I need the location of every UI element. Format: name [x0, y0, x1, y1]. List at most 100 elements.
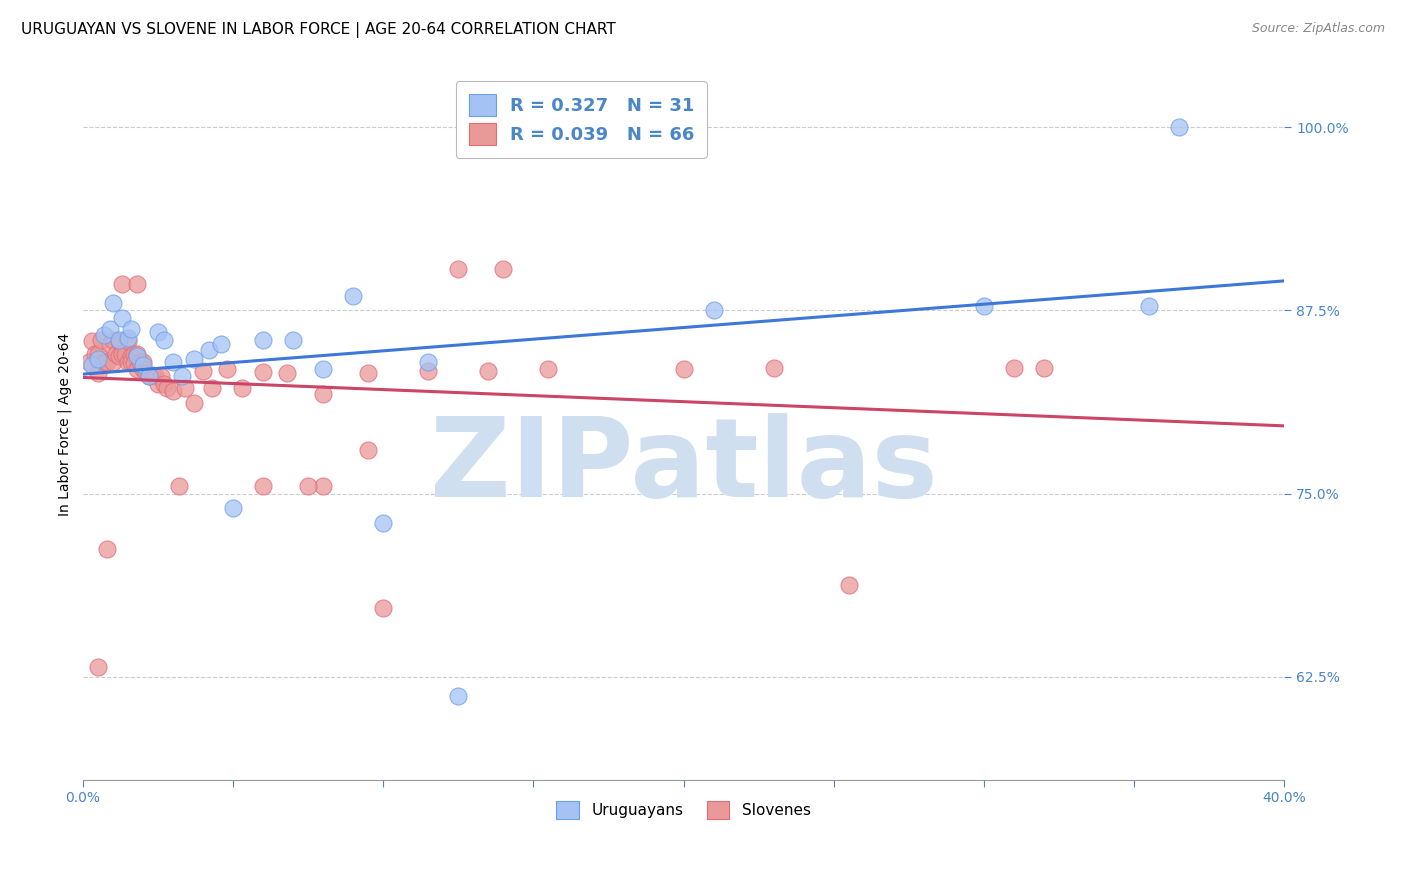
- Point: [108, 334, 131, 349]
- Point: [111, 277, 134, 291]
- Point: [762, 360, 785, 375]
- Point: [87, 351, 110, 366]
- Point: [373, 516, 395, 530]
- Point: [276, 367, 298, 381]
- Point: [120, 355, 142, 369]
- Point: [108, 349, 131, 363]
- Point: [96, 355, 118, 369]
- Point: [215, 362, 238, 376]
- Point: [149, 369, 172, 384]
- Point: [138, 369, 160, 384]
- Text: ZIPatlas: ZIPatlas: [430, 413, 938, 520]
- Point: [252, 479, 274, 493]
- Point: [174, 381, 197, 395]
- Point: [117, 355, 139, 369]
- Point: [122, 347, 145, 361]
- Point: [93, 355, 115, 369]
- Point: [132, 355, 155, 369]
- Point: [973, 299, 995, 313]
- Point: [312, 387, 335, 401]
- Point: [357, 442, 380, 457]
- Legend: Uruguayans, Slovenes: Uruguayans, Slovenes: [550, 795, 817, 825]
- Point: [167, 479, 190, 493]
- Point: [125, 277, 148, 291]
- Point: [1033, 360, 1056, 375]
- Point: [183, 351, 205, 366]
- Point: [138, 369, 160, 384]
- Point: [111, 310, 134, 325]
- Point: [209, 337, 232, 351]
- Point: [170, 369, 193, 384]
- Point: [418, 355, 440, 369]
- Point: [231, 381, 253, 395]
- Point: [1137, 299, 1160, 313]
- Point: [122, 356, 145, 370]
- Point: [108, 333, 131, 347]
- Point: [101, 333, 124, 347]
- Point: [117, 331, 139, 345]
- Point: [198, 343, 221, 357]
- Point: [146, 376, 169, 391]
- Point: [111, 347, 134, 361]
- Point: [80, 358, 103, 372]
- Point: [418, 363, 440, 377]
- Point: [120, 349, 142, 363]
- Text: Source: ZipAtlas.com: Source: ZipAtlas.com: [1251, 22, 1385, 36]
- Point: [132, 358, 155, 372]
- Point: [125, 347, 148, 361]
- Point: [117, 334, 139, 349]
- Point: [222, 501, 245, 516]
- Point: [125, 362, 148, 376]
- Point: [537, 362, 560, 376]
- Point: [838, 577, 860, 591]
- Point: [87, 347, 110, 361]
- Point: [162, 355, 184, 369]
- Point: [93, 328, 115, 343]
- Point: [162, 384, 184, 398]
- Point: [135, 367, 157, 381]
- Point: [191, 363, 214, 377]
- Point: [703, 303, 725, 318]
- Point: [104, 347, 127, 361]
- Point: [183, 396, 205, 410]
- Point: [281, 333, 304, 347]
- Text: URUGUAYAN VS SLOVENE IN LABOR FORCE | AGE 20-64 CORRELATION CHART: URUGUAYAN VS SLOVENE IN LABOR FORCE | AG…: [21, 22, 616, 38]
- Point: [672, 362, 695, 376]
- Point: [1002, 360, 1025, 375]
- Point: [312, 362, 335, 376]
- Point: [153, 333, 176, 347]
- Point: [312, 479, 335, 493]
- Point: [83, 347, 105, 361]
- Point: [447, 689, 470, 703]
- Point: [120, 322, 142, 336]
- Point: [125, 349, 148, 363]
- Point: [87, 659, 110, 673]
- Point: [87, 367, 110, 381]
- Point: [146, 326, 169, 340]
- Point: [252, 365, 274, 379]
- Point: [90, 333, 112, 347]
- Point: [1168, 120, 1191, 135]
- Point: [477, 363, 499, 377]
- Point: [373, 601, 395, 615]
- Point: [98, 322, 121, 336]
- Point: [98, 337, 121, 351]
- Point: [114, 347, 136, 361]
- Point: [77, 355, 100, 369]
- Point: [153, 376, 176, 391]
- Point: [143, 369, 166, 384]
- Point: [128, 355, 150, 369]
- Point: [132, 362, 155, 376]
- Point: [156, 381, 179, 395]
- Point: [101, 296, 124, 310]
- Point: [297, 479, 319, 493]
- Y-axis label: In Labor Force | Age 20-64: In Labor Force | Age 20-64: [58, 333, 72, 516]
- Point: [96, 542, 118, 557]
- Point: [447, 262, 470, 277]
- Point: [80, 334, 103, 349]
- Point: [342, 289, 364, 303]
- Point: [201, 381, 224, 395]
- Point: [357, 367, 380, 381]
- Point: [492, 262, 515, 277]
- Point: [101, 355, 124, 369]
